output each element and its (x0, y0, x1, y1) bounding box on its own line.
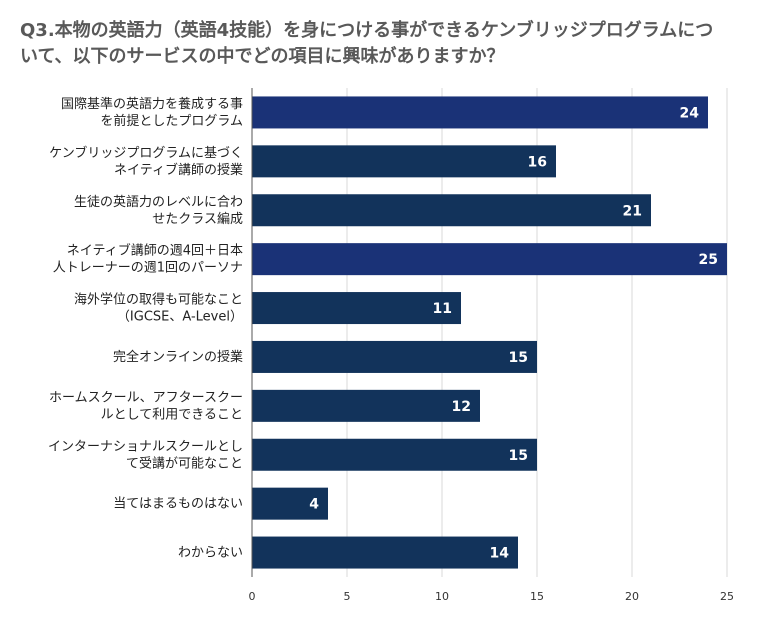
category-label-2-line-2: ネイティブ講師の授業 (114, 162, 243, 178)
bar-7 (252, 389, 480, 422)
x-tick-label-0: 0 (249, 590, 256, 603)
category-label-4-line-1: ネイティブ講師の週4回＋日本 (67, 243, 243, 259)
bar-8 (252, 438, 537, 471)
category-label-1-line-2: を前提としたプログラム (100, 113, 243, 129)
category-label-1-line-1: 国際基準の英語力を養成する事 (61, 96, 243, 112)
category-label-7-line-2: ルとして利用できること (101, 407, 243, 422)
category-label-10-line-1: わからない (178, 546, 243, 561)
category-label-3-line-2: せたクラス編成 (152, 211, 243, 227)
bar-4 (252, 243, 727, 276)
bar-5 (252, 292, 461, 325)
bar-6 (252, 340, 537, 373)
chart-title-line-1: Q3.本物の英語力（英語4技能）を身につける事ができるケンブリッジプログラムにつ (20, 20, 714, 41)
x-tick-label-25: 25 (720, 590, 734, 603)
category-label-6-line-1: 完全オンラインの授業 (113, 349, 243, 365)
bar-1 (252, 96, 708, 129)
value-label-6: 15 (509, 350, 528, 366)
category-label-4-line-2: 人トレーナーの週1回のパーソナ (53, 261, 243, 276)
value-label-5: 11 (433, 301, 452, 317)
value-label-7: 12 (452, 399, 471, 415)
chart-title: Q3.本物の英語力（英語4技能）を身につける事ができるケンブリッジプログラムにつ… (20, 18, 765, 70)
x-tick-label-10: 10 (435, 590, 449, 603)
x-tick-label-15: 15 (530, 590, 544, 603)
category-label-3-line-1: 生徒の英語力のレベルに合わ (74, 194, 243, 210)
value-label-1: 24 (680, 105, 700, 121)
category-label-9-line-1: 当てはまるものはない (113, 497, 243, 512)
value-label-4: 25 (699, 252, 718, 268)
value-label-10: 14 (490, 546, 510, 562)
x-tick-label-5: 5 (344, 590, 351, 603)
value-label-2: 16 (528, 154, 547, 170)
value-label-8: 15 (509, 448, 528, 464)
bar-2 (252, 145, 556, 178)
bar-10 (252, 536, 518, 569)
category-label-5-line-1: 海外学位の取得も可能なこと (74, 292, 243, 308)
chart-title-line-2: いて、以下のサービスの中でどの項目に興味がありますか？ (20, 46, 505, 67)
category-label-5-line-2: （IGCSE、A-Level） (117, 310, 243, 325)
category-label-8-line-1: インターナショナルスクールとし (48, 439, 243, 454)
category-label-8-line-2: て受講が可能なこと (126, 455, 243, 471)
bar-3 (252, 194, 651, 227)
category-label-7-line-1: ホームスクール、アフタースクー (49, 390, 243, 405)
category-label-2-line-1: ケンブリッジプログラムに基づく (49, 145, 243, 161)
x-tick-label-20: 20 (625, 590, 639, 603)
bar-9 (252, 487, 328, 520)
value-label-9: 4 (309, 497, 319, 513)
value-label-3: 21 (623, 203, 642, 219)
